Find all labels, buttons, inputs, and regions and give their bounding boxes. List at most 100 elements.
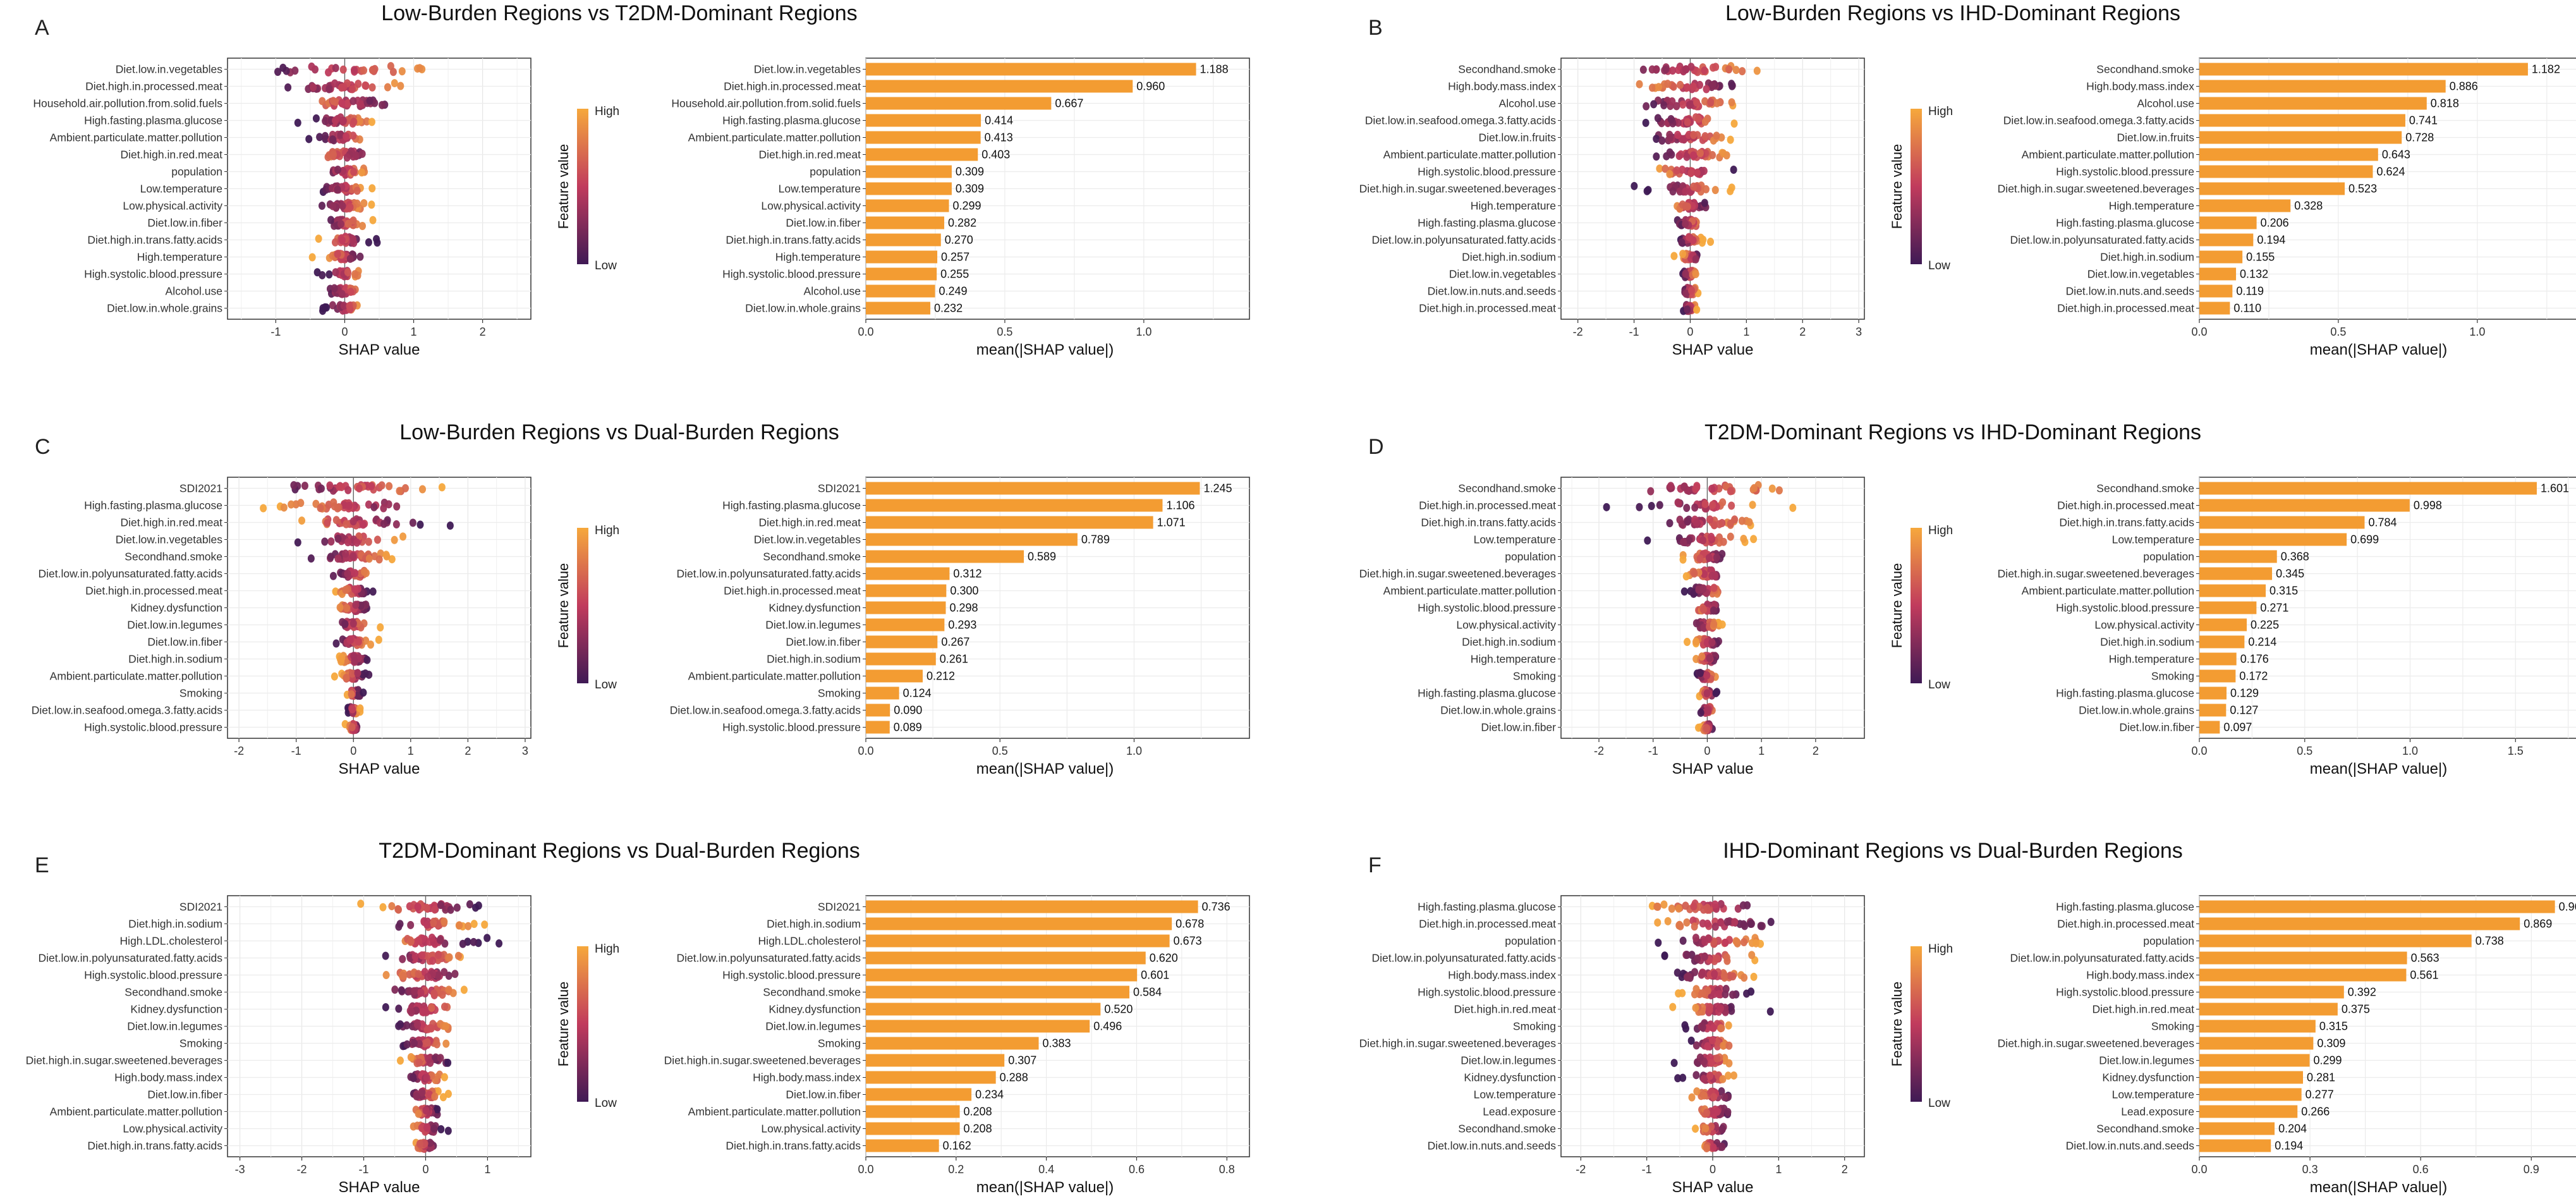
shap-dot xyxy=(329,571,337,580)
shap-dot xyxy=(1708,1058,1715,1067)
legend-high-label: High xyxy=(1928,942,1953,956)
bar-x-tick-label: 0.5 xyxy=(992,745,1008,757)
shap-dot xyxy=(1706,1006,1713,1015)
shap-dot xyxy=(1700,623,1708,632)
shap-dot xyxy=(1721,1093,1728,1102)
bar-feature-label: Household.air.pollution.from.solid.fuels xyxy=(671,97,861,110)
shap-feature-label: Diet.high.in.processed.meat xyxy=(85,585,222,597)
shap-dot xyxy=(341,619,349,628)
legend-low-label: Low xyxy=(1928,1097,1950,1110)
shap-x-tick-label: 1 xyxy=(1758,745,1765,757)
bar-x-tick-label: 0.0 xyxy=(858,1163,873,1176)
shap-dot xyxy=(1674,1074,1682,1083)
shap-dot xyxy=(1680,482,1687,491)
shap-dot xyxy=(1650,100,1658,109)
bar-value-label: 0.089 xyxy=(894,721,922,734)
bar-value-label: 0.214 xyxy=(2248,636,2276,649)
bar-value-label: 0.277 xyxy=(2306,1088,2334,1101)
shap-dot xyxy=(447,905,454,914)
shap-dot xyxy=(347,288,355,296)
bar xyxy=(866,199,949,212)
shap-feature-label: Low.temperature xyxy=(140,183,222,195)
legend-high-label: High xyxy=(595,942,619,956)
shap-dot xyxy=(380,520,387,528)
shap-dot xyxy=(413,1092,420,1100)
panel-title: Low-Burden Regions vs T2DM-Dominant Regi… xyxy=(381,1,857,25)
bar-feature-label: Diet.low.in.vegetables xyxy=(754,63,861,76)
legend-high-label: High xyxy=(595,524,619,537)
bar-value-label: 0.234 xyxy=(975,1088,1004,1101)
shap-feature-label: Diet.high.in.red.meat xyxy=(121,149,223,161)
bar xyxy=(2199,1054,2310,1067)
shap-dot xyxy=(427,1058,434,1067)
shap-dot xyxy=(1768,484,1776,493)
shap-dot xyxy=(344,268,351,277)
shap-x-tick-label: -3 xyxy=(235,1163,245,1176)
shap-feature-label: Diet.high.in.red.meat xyxy=(1454,1003,1557,1016)
shap-feature-label: Alcohol.use xyxy=(1499,97,1556,110)
bar xyxy=(2199,968,2407,982)
bar-feature-label: Ambient.particulate.matter.pollution xyxy=(688,1106,861,1118)
bar-value-label: 0.624 xyxy=(2376,166,2405,178)
shap-dot xyxy=(319,304,327,313)
shap-dot xyxy=(298,516,306,525)
bar xyxy=(2199,199,2291,212)
bar-value-label: 0.299 xyxy=(953,200,981,212)
shap-feature-label: Smoking xyxy=(179,1037,222,1050)
shap-feature-label: High.fasting.plasma.glucose xyxy=(1418,687,1556,700)
shap-dot xyxy=(408,1008,415,1016)
shap-dot xyxy=(343,132,350,141)
shap-dot xyxy=(1664,80,1672,88)
shap-dot xyxy=(1692,485,1699,494)
shap-dot xyxy=(334,554,342,563)
shap-dot xyxy=(322,117,329,126)
shap-dot xyxy=(344,99,351,108)
shap-feature-label: Ambient.particulate.matter.pollution xyxy=(1383,585,1556,597)
shap-dot xyxy=(1706,1071,1714,1080)
shap-feature-label: High.fasting.plasma.glucose xyxy=(1418,901,1556,913)
shap-dot xyxy=(365,554,373,563)
shap-dot xyxy=(1703,724,1711,733)
shap-dot xyxy=(1693,518,1701,527)
bar-value-label: 0.368 xyxy=(2281,551,2309,563)
bar-feature-label: Diet.low.in.fiber xyxy=(786,636,861,649)
shap-feature-label: Secondhand.smoke xyxy=(125,986,222,999)
shap-x-tick-label: 0 xyxy=(350,745,356,757)
shap-dot xyxy=(398,67,406,76)
shap-dot xyxy=(429,918,437,927)
bar-x-tick-label: 0.2 xyxy=(948,1163,964,1176)
bar-value-label: 0.110 xyxy=(2233,302,2261,315)
shap-feature-label: Diet.low.in.polyunsaturated.fatty.acids xyxy=(38,568,222,580)
shap-feature-label: High.systolic.blood.pressure xyxy=(84,268,222,281)
bar-value-label: 0.643 xyxy=(2382,149,2410,161)
shap-dot xyxy=(1710,521,1718,530)
bar-feature-label: Diet.low.in.legumes xyxy=(765,619,861,631)
bar-feature-label: Secondhand.smoke xyxy=(2096,63,2194,76)
bar-value-label: 0.678 xyxy=(1176,918,1204,930)
shap-dot xyxy=(1698,969,1706,978)
bar-feature-label: High.temperature xyxy=(2109,200,2194,212)
shap-dot xyxy=(407,920,415,929)
bar-feature-label: Diet.low.in.vegetables xyxy=(754,533,861,546)
shap-dot xyxy=(337,482,345,491)
bar xyxy=(866,968,1138,982)
bar-feature-label: Diet.high.in.trans.fatty.acids xyxy=(726,1140,861,1152)
shap-dot xyxy=(1648,65,1656,74)
shap-dot xyxy=(385,500,392,509)
bar-feature-label: High.body.mass.index xyxy=(2086,969,2194,982)
shap-x-axis-title: SHAP value xyxy=(1672,760,1754,777)
shap-dot xyxy=(481,920,489,929)
shap-x-tick-label: 0 xyxy=(422,1163,428,1176)
shap-dot xyxy=(1687,100,1694,109)
shap-dot xyxy=(350,118,358,126)
bar xyxy=(2199,499,2410,512)
bar-value-label: 0.496 xyxy=(1093,1020,1122,1033)
shap-dot xyxy=(354,692,361,700)
shap-dot xyxy=(399,954,406,963)
bar-x-tick-label: 0.0 xyxy=(2191,326,2207,338)
shap-dot xyxy=(349,552,357,561)
shap-dot xyxy=(1692,1071,1700,1080)
bar-x-tick-label: 1.5 xyxy=(2508,745,2524,757)
shap-dot xyxy=(1718,1125,1726,1134)
